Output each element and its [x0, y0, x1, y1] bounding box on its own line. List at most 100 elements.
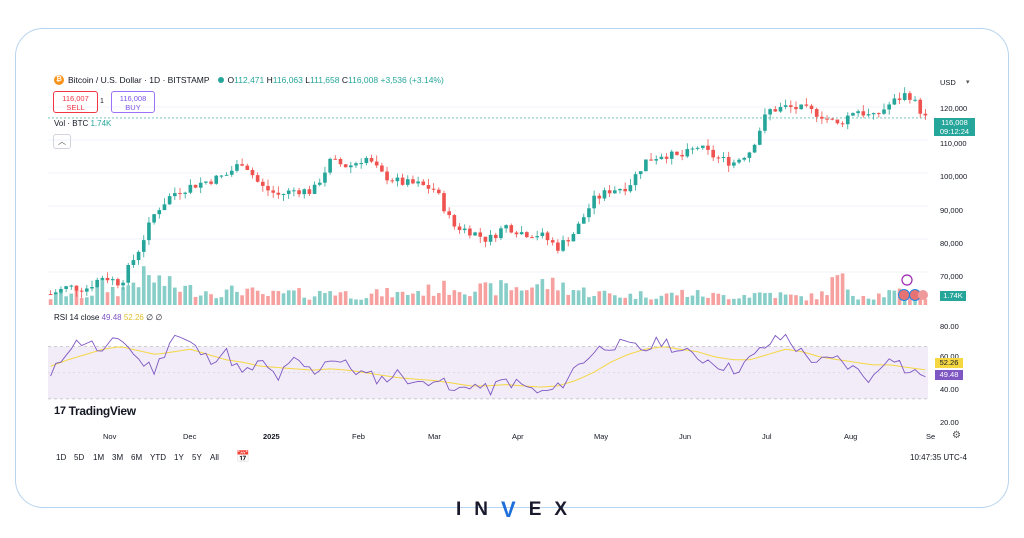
volume-bar	[649, 299, 653, 305]
candle-body	[328, 158, 332, 173]
timeframe-6m[interactable]: 6M	[131, 453, 143, 462]
candle-body	[778, 106, 783, 112]
timeframe-5d[interactable]: 5D	[74, 453, 85, 462]
timeframe-1y[interactable]: 1Y	[174, 453, 184, 462]
candle-body	[773, 109, 778, 112]
candle-body	[385, 171, 389, 181]
x-tick: Mar	[428, 432, 441, 441]
candle-body	[675, 151, 679, 155]
volume-bar	[328, 291, 332, 305]
volume-bar	[825, 295, 829, 305]
candle-body	[110, 279, 115, 281]
candle-body	[462, 228, 467, 231]
volume-bar	[214, 298, 219, 305]
candle-body	[726, 156, 731, 166]
candle-body	[799, 104, 803, 110]
timeframe-5y[interactable]: 5Y	[192, 453, 202, 462]
volume-bar	[74, 289, 79, 305]
candle-body	[116, 279, 120, 286]
candle-body	[307, 189, 312, 194]
volume-bar	[525, 290, 529, 305]
volume-bar	[421, 295, 426, 305]
settings-icon[interactable]: ⚙	[952, 430, 961, 441]
candle-body	[923, 113, 928, 116]
candle-body	[473, 232, 477, 236]
candle-body	[369, 157, 374, 162]
candle-body	[908, 93, 912, 100]
candle-body	[783, 105, 788, 107]
candle-body	[830, 118, 835, 120]
volume-bar	[778, 292, 783, 305]
volume-bar	[473, 291, 477, 305]
collapse-legend-button[interactable]: ︿	[53, 134, 71, 149]
volume-bar	[95, 285, 99, 305]
candle-body	[90, 286, 94, 289]
candle-body	[478, 232, 483, 237]
candle-body	[571, 233, 576, 242]
volume-bar	[669, 292, 674, 305]
candle-body	[530, 237, 534, 239]
volume-bar	[519, 290, 524, 305]
candle-body	[245, 165, 250, 170]
rsi-legend[interactable]: RSI 14 close 49.48 52.26 ∅ ∅	[54, 313, 163, 322]
currency-label[interactable]: USD	[940, 78, 956, 87]
price-chart[interactable]	[48, 72, 978, 470]
chevron-down-icon[interactable]: ▾	[966, 79, 970, 86]
volume-bar	[664, 293, 669, 305]
x-tick: May	[594, 432, 609, 441]
timeframe-all[interactable]: All	[210, 453, 219, 462]
volume-bar	[923, 299, 928, 305]
volume-bar	[659, 295, 664, 305]
candle-body	[561, 240, 565, 251]
event-markers-icon[interactable]	[897, 274, 931, 304]
volume-bar	[908, 296, 912, 305]
candle-body	[488, 234, 493, 242]
timeframe-3m[interactable]: 3M	[112, 453, 124, 462]
timeframe-1m[interactable]: 1M	[93, 453, 105, 462]
chart-card-frame	[15, 28, 1009, 508]
calendar-range-icon[interactable]: 📅	[236, 451, 250, 463]
volume-bar	[338, 292, 343, 305]
volume-bar	[592, 296, 596, 305]
candle-body	[276, 192, 281, 195]
timeframe-1d[interactable]: 1D	[56, 453, 67, 462]
volume-bar	[488, 283, 493, 305]
candle-body	[79, 290, 84, 292]
buy-button[interactable]: 116,008 BUY	[111, 91, 155, 113]
volume-bar	[556, 290, 560, 305]
clock[interactable]: 10:47:35 UTC-4	[910, 453, 967, 462]
timeframe-ytd[interactable]: YTD	[150, 453, 166, 462]
sell-button[interactable]: 116,007 SELL	[53, 91, 98, 113]
volume-bar	[530, 287, 534, 305]
volume-bar	[442, 280, 446, 305]
rsi-tick: 20.00	[940, 418, 959, 427]
volume-bar	[618, 297, 622, 305]
symbol-title[interactable]: Bitcoin / U.S. Dollar · 1D · BITSTAMP	[68, 75, 210, 85]
price-tick: 120,000	[940, 104, 968, 113]
volume-bar	[136, 287, 141, 305]
volume-bar	[468, 296, 472, 305]
volume-bar	[799, 296, 803, 305]
x-tick: Feb	[352, 432, 365, 441]
price-tick: 90,000	[940, 206, 963, 215]
volume-bar	[701, 296, 705, 305]
candle-body	[669, 151, 674, 159]
volume-bar	[597, 291, 602, 305]
volume-bar	[757, 292, 762, 305]
candle-body	[633, 174, 638, 186]
candle-body	[250, 169, 255, 176]
candle-body	[732, 162, 736, 166]
candle-body	[178, 193, 182, 195]
volume-bar	[85, 297, 89, 305]
candle-body	[649, 159, 653, 161]
candle-body	[121, 282, 125, 286]
volume-legend[interactable]: Vol · BTC 1.74K	[54, 119, 112, 128]
volume-bar	[871, 299, 876, 305]
volume-bar	[462, 294, 467, 305]
volume-bar	[240, 295, 244, 305]
volume-bar	[235, 291, 239, 305]
volume-bar	[514, 287, 519, 305]
candle-body	[468, 228, 472, 236]
candle-body	[871, 113, 876, 115]
volume-bar	[183, 285, 187, 305]
